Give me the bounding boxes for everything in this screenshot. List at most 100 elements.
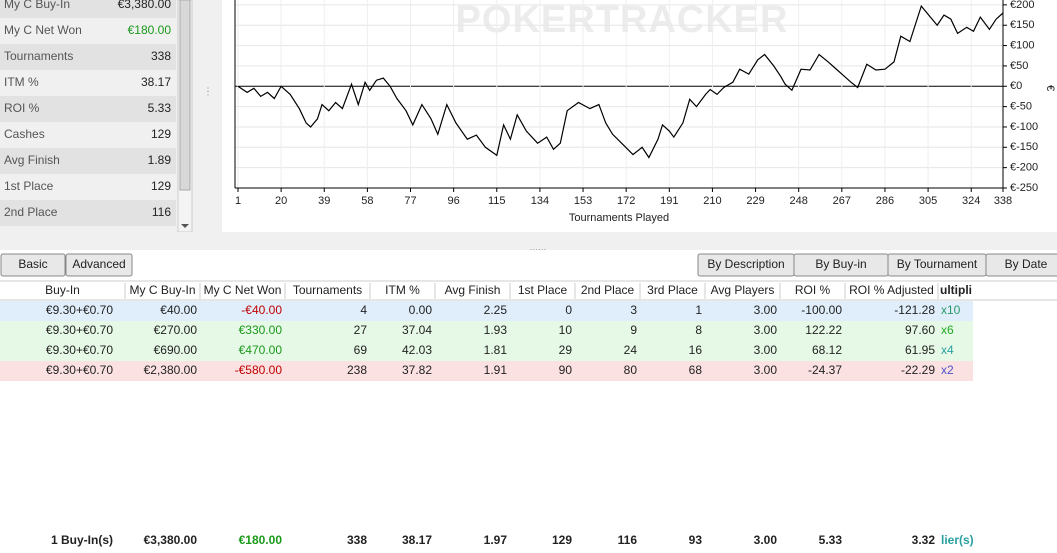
table-cell: 0 xyxy=(565,303,572,317)
stat-row xyxy=(0,18,176,44)
table-cell: 1 xyxy=(695,303,702,317)
group-tab[interactable] xyxy=(985,253,1057,277)
column-header[interactable]: 3rd Place xyxy=(647,283,698,297)
table-row[interactable] xyxy=(0,301,973,321)
column-header[interactable]: 1st Place xyxy=(518,283,568,297)
stat-label: ROI % xyxy=(4,101,40,115)
y-axis-label: € xyxy=(1044,85,1056,91)
x-tick-label: 172 xyxy=(617,195,635,207)
x-tick-label: 153 xyxy=(574,195,592,207)
table-cell: €9.30+€0.70 xyxy=(46,363,113,377)
group-tab-label[interactable]: By Date xyxy=(1005,257,1048,271)
column-header[interactable]: Tournaments xyxy=(293,283,362,297)
table-cell: 10 xyxy=(559,323,573,337)
stat-row xyxy=(0,122,176,148)
column-header[interactable]: Buy-In xyxy=(45,283,80,297)
view-button[interactable] xyxy=(0,253,66,277)
stat-label: Tournaments xyxy=(4,49,73,63)
x-tick-label: 248 xyxy=(790,195,808,207)
table-cell: 80 xyxy=(624,363,638,377)
stat-value: €180.00 xyxy=(128,23,172,37)
table-row[interactable] xyxy=(0,341,973,361)
stat-label: Avg Finish xyxy=(4,153,60,167)
group-tab-label[interactable]: By Description xyxy=(707,257,784,271)
y-tick-label: €150 xyxy=(1010,19,1034,31)
column-header[interactable]: ITM % xyxy=(385,283,420,297)
x-tick-label: 338 xyxy=(994,195,1012,207)
table-cell: 2.25 xyxy=(484,303,508,317)
x-tick-label: 210 xyxy=(703,195,721,207)
table-cell: x10 xyxy=(941,303,961,317)
table-cell: 338 xyxy=(347,533,367,547)
x-tick-label: 267 xyxy=(833,195,851,207)
table-cell: 90 xyxy=(559,363,573,377)
table-cell: 1 Buy-In(s) xyxy=(51,533,113,547)
group-tab-label[interactable]: By Tournament xyxy=(897,257,978,271)
scroll-arrow[interactable] xyxy=(181,224,189,228)
column-header[interactable]: My C Buy-In xyxy=(129,283,195,297)
table-cell: 68.12 xyxy=(812,343,842,357)
table-cell: 238 xyxy=(347,363,367,377)
table-cell: 61.95 xyxy=(905,343,935,357)
table-cell: x4 xyxy=(941,343,954,357)
stat-value: 338 xyxy=(151,49,171,63)
view-button[interactable] xyxy=(65,253,133,277)
column-header[interactable]: My C Net Won xyxy=(204,283,282,297)
x-tick-label: 305 xyxy=(919,195,937,207)
stat-label: My C Buy-In xyxy=(4,0,70,11)
stat-value: 5.33 xyxy=(148,101,172,115)
column-header[interactable]: ultipli xyxy=(940,283,972,297)
stat-label: My C Net Won xyxy=(4,23,82,37)
table-row[interactable] xyxy=(0,361,973,381)
table-cell: 1.97 xyxy=(484,533,508,547)
y-tick-label: €-100 xyxy=(1010,121,1038,133)
stat-value: 1.89 xyxy=(148,153,172,167)
x-tick-label: 77 xyxy=(404,195,416,207)
table-cell: x6 xyxy=(941,323,954,337)
table-cell: -24.37 xyxy=(808,363,842,377)
scroll-thumb[interactable] xyxy=(179,0,191,191)
splitter-grip: ⋮ xyxy=(203,87,213,98)
table-cell: 3.00 xyxy=(754,343,778,357)
column-header[interactable]: Avg Players xyxy=(711,283,775,297)
column-header[interactable]: ROI % xyxy=(795,283,831,297)
net-won-line xyxy=(237,4,1004,159)
y-tick-label: €100 xyxy=(1010,39,1034,51)
view-button-label[interactable]: Advanced xyxy=(72,257,125,271)
table-cell: 29 xyxy=(559,343,573,357)
x-tick-label: 324 xyxy=(962,195,980,207)
table-cell: 122.22 xyxy=(805,323,842,337)
table-cell: 97.60 xyxy=(905,323,935,337)
column-header[interactable]: 2nd Place xyxy=(581,283,635,297)
table-cell: -100.00 xyxy=(801,303,842,317)
splitter[interactable] xyxy=(200,0,222,240)
table-cell: 93 xyxy=(689,533,703,547)
stat-value: 38.17 xyxy=(141,75,171,89)
table-cell: x2 xyxy=(941,363,954,377)
view-button-label[interactable]: Basic xyxy=(18,257,47,271)
column-header[interactable]: Avg Finish xyxy=(445,283,501,297)
table-cell: 38.17 xyxy=(402,533,432,547)
x-tick-label: 191 xyxy=(660,195,678,207)
stat-label: 2nd Place xyxy=(4,205,58,219)
table-cell: €690.00 xyxy=(154,343,198,357)
table-cell: -22.29 xyxy=(901,363,935,377)
y-tick-label: €200 xyxy=(1010,0,1034,11)
table-row[interactable] xyxy=(0,321,973,341)
table-cell: €9.30+€0.70 xyxy=(46,343,113,357)
stat-row xyxy=(0,200,176,226)
h-splitter[interactable] xyxy=(0,232,1057,250)
x-tick-label: 134 xyxy=(531,195,549,207)
x-tick-label: 58 xyxy=(361,195,373,207)
group-tab-label[interactable]: By Buy-in xyxy=(815,257,866,271)
table-cell: 116 xyxy=(618,533,638,547)
column-header[interactable]: ROI % Adjusted xyxy=(849,283,934,297)
table-cell: 3.32 xyxy=(912,533,936,547)
x-tick-label: 1 xyxy=(235,195,241,207)
table-cell: 129 xyxy=(552,533,572,547)
table-cell: 4 xyxy=(360,303,367,317)
table-cell: €40.00 xyxy=(160,303,197,317)
table-cell: 1.81 xyxy=(484,343,508,357)
